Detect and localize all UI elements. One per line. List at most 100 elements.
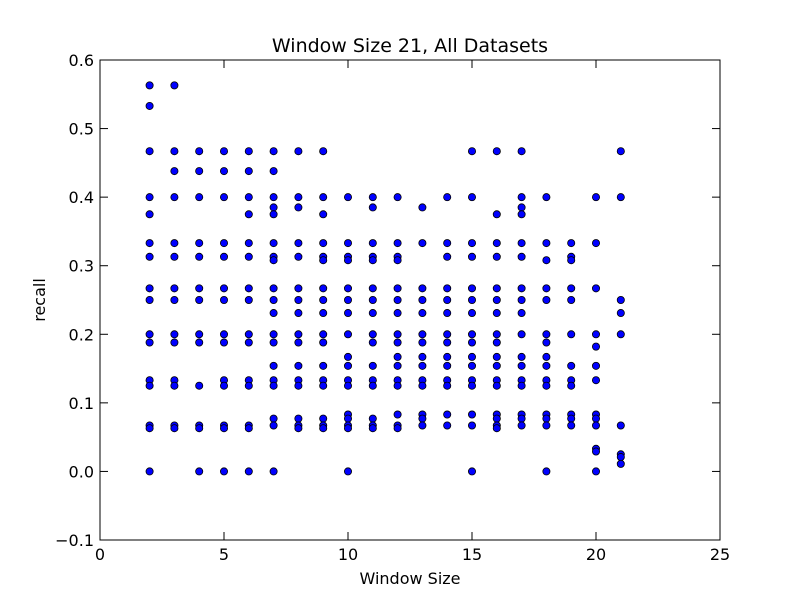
data-point	[467, 295, 476, 304]
data-point	[343, 361, 352, 370]
data-point	[343, 295, 352, 304]
data-point	[170, 330, 179, 339]
data-point	[343, 256, 352, 265]
data-point	[170, 252, 179, 261]
data-point	[195, 193, 204, 202]
data-point	[269, 210, 278, 219]
data-point	[492, 352, 501, 361]
data-point	[592, 361, 601, 370]
data-point	[244, 330, 253, 339]
data-point	[145, 284, 154, 293]
data-point	[418, 414, 427, 423]
data-point	[269, 295, 278, 304]
data-point	[294, 284, 303, 293]
data-point	[467, 467, 476, 476]
data-point	[170, 284, 179, 293]
data-point	[269, 467, 278, 476]
data-point	[319, 295, 328, 304]
data-point	[443, 361, 452, 370]
data-point	[195, 167, 204, 176]
axis-ticks: 0 5 10 15 20 25 −0.1 0.0 0.1 0.2 0.3 0.4 0.5 0.6	[55, 51, 730, 564]
data-point	[294, 147, 303, 156]
x-tick-label: 20	[586, 545, 606, 564]
data-point	[492, 295, 501, 304]
data-point	[145, 381, 154, 390]
data-point	[368, 295, 377, 304]
data-point	[616, 421, 625, 430]
data-point	[244, 210, 253, 219]
data-point	[368, 203, 377, 212]
data-point	[567, 361, 576, 370]
data-point	[517, 239, 526, 248]
data-point	[567, 239, 576, 248]
data-point	[368, 309, 377, 318]
data-point	[542, 284, 551, 293]
data-point	[145, 295, 154, 304]
data-point	[269, 167, 278, 176]
data-point	[616, 147, 625, 156]
data-point	[269, 256, 278, 265]
data-point	[542, 330, 551, 339]
data-point	[443, 410, 452, 419]
data-point	[219, 284, 228, 293]
data-point	[244, 424, 253, 433]
data-point	[592, 376, 601, 385]
data-point	[195, 424, 204, 433]
data-point	[393, 193, 402, 202]
data-point	[492, 210, 501, 219]
data-point	[418, 361, 427, 370]
data-point	[368, 239, 377, 248]
y-axis-label: recall	[30, 278, 49, 322]
data-point	[269, 338, 278, 347]
data-point	[492, 284, 501, 293]
data-point	[294, 203, 303, 212]
data-point	[393, 239, 402, 248]
data-point	[244, 338, 253, 347]
data-point	[170, 193, 179, 202]
data-point	[517, 284, 526, 293]
data-point	[592, 342, 601, 351]
x-tick-label: 25	[710, 545, 730, 564]
data-point	[294, 309, 303, 318]
data-point	[467, 361, 476, 370]
data-point	[294, 338, 303, 347]
data-point	[492, 239, 501, 248]
data-point	[542, 381, 551, 390]
data-point	[319, 256, 328, 265]
data-point	[467, 284, 476, 293]
data-point	[269, 421, 278, 430]
data-point	[294, 295, 303, 304]
data-point	[492, 330, 501, 339]
data-point	[219, 167, 228, 176]
y-tick-label: 0.2	[69, 325, 94, 344]
data-point	[195, 284, 204, 293]
data-point	[393, 330, 402, 339]
x-tick-label: 0	[95, 545, 105, 564]
data-point	[517, 252, 526, 261]
data-point	[517, 203, 526, 212]
y-tick-label: 0.3	[69, 257, 94, 276]
data-point	[443, 193, 452, 202]
data-point	[393, 410, 402, 419]
data-point	[443, 295, 452, 304]
data-point	[616, 309, 625, 318]
data-point	[269, 284, 278, 293]
data-point	[443, 352, 452, 361]
data-point	[343, 330, 352, 339]
data-point	[492, 147, 501, 156]
data-point	[418, 295, 427, 304]
data-point	[368, 361, 377, 370]
data-point	[319, 147, 328, 156]
data-point	[592, 193, 601, 202]
data-point	[244, 284, 253, 293]
data-point	[343, 309, 352, 318]
data-point	[170, 81, 179, 90]
data-point	[393, 424, 402, 433]
data-point	[269, 309, 278, 318]
data-point	[517, 421, 526, 430]
data-point	[567, 256, 576, 265]
data-point	[145, 210, 154, 219]
data-point	[170, 147, 179, 156]
data-point	[294, 361, 303, 370]
